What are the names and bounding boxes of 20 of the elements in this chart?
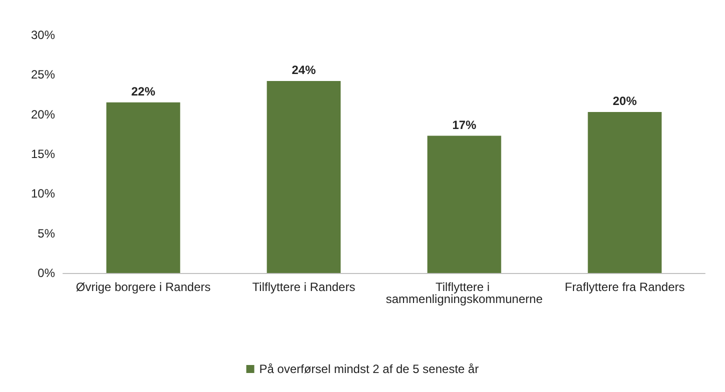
x-tick-label: Tilflyttere i Randers bbox=[252, 280, 356, 294]
y-tick-label: 15% bbox=[30, 147, 56, 161]
y-tick-label: 25% bbox=[30, 68, 56, 82]
y-tick-label: 10% bbox=[30, 186, 56, 201]
x-tick-label: Tilflyttere i sammenligningskommunerne bbox=[386, 280, 543, 306]
bar bbox=[106, 102, 180, 273]
y-tick-label: 0% bbox=[38, 266, 56, 280]
y-tick-label: 20% bbox=[30, 107, 56, 122]
y-tick-label: 30% bbox=[30, 28, 56, 42]
bar bbox=[427, 136, 502, 273]
data-label: 20% bbox=[612, 94, 638, 108]
data-label: 24% bbox=[292, 63, 316, 78]
data-label: 22% bbox=[131, 84, 156, 98]
x-tick-label: Fraflyttere fra Randers bbox=[564, 280, 685, 294]
data-label: 17% bbox=[452, 118, 477, 132]
bar bbox=[588, 112, 662, 273]
y-tick-label: 5% bbox=[38, 226, 56, 240]
x-tick-label: Øvrige borgere i Randers bbox=[76, 280, 211, 294]
legend-label: På overførsel mindst 2 af de 5 seneste år bbox=[259, 362, 479, 376]
bar bbox=[266, 81, 341, 273]
